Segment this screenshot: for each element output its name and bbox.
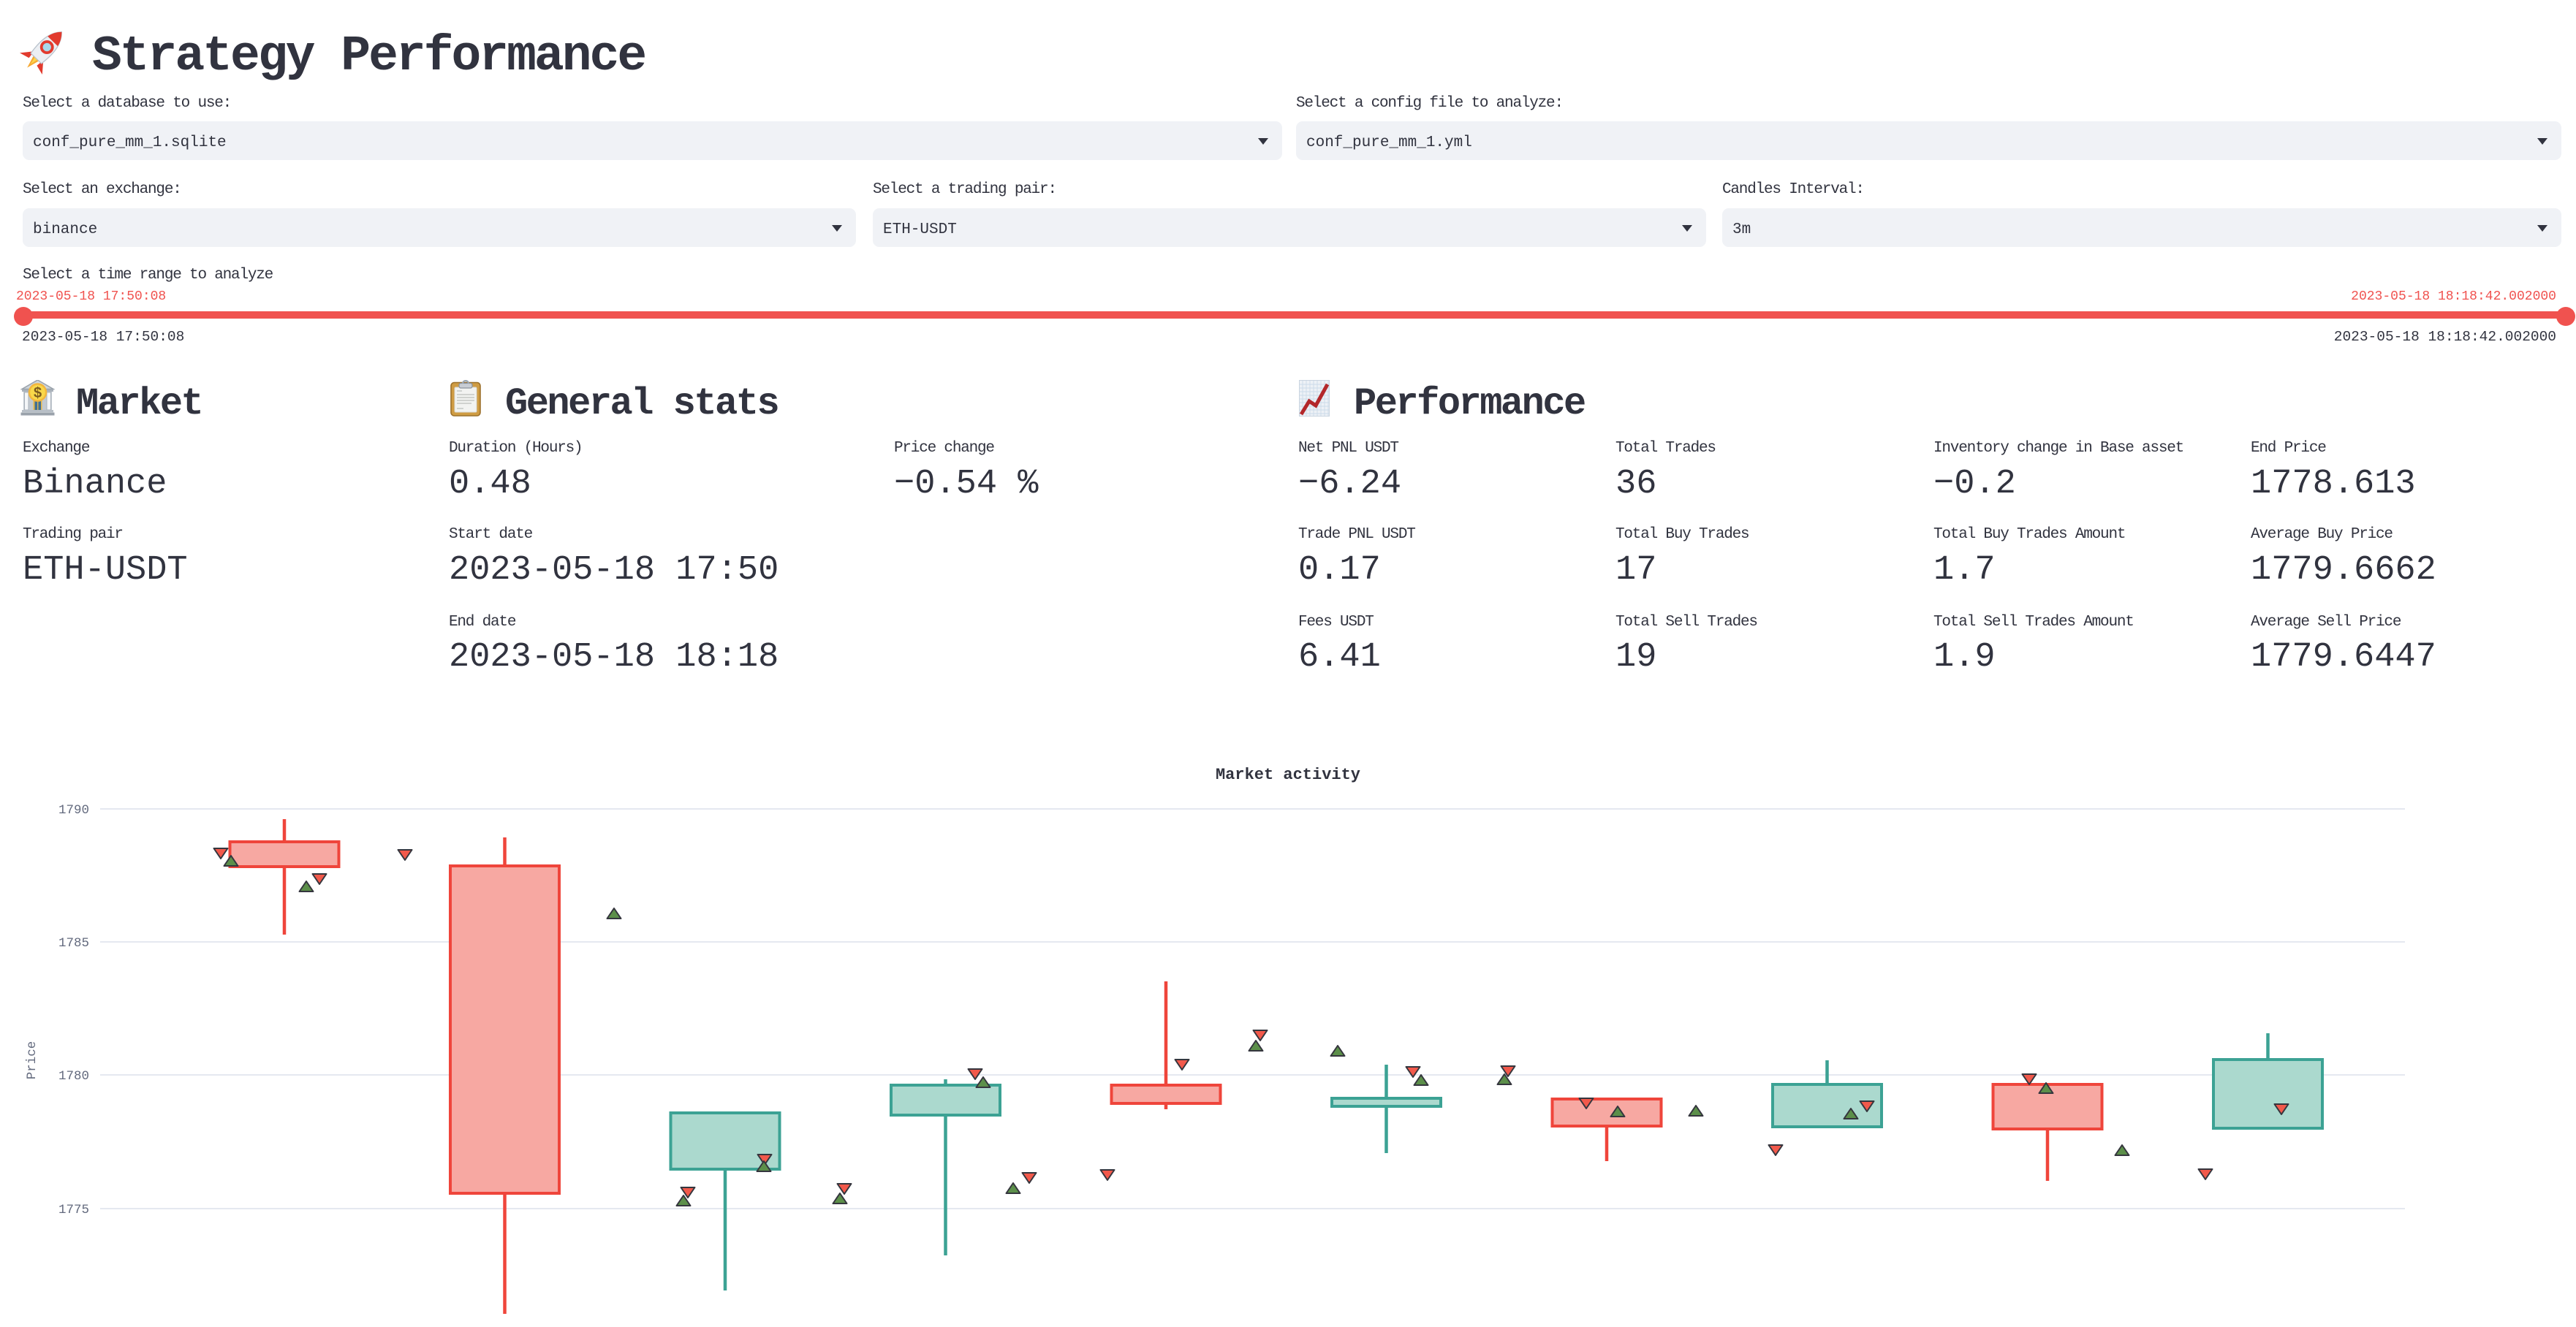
svg-text:Market activity: Market activity	[1216, 766, 1360, 784]
svg-text:$: $	[34, 385, 42, 401]
svg-text:1785: 1785	[58, 936, 89, 951]
svg-text:1775: 1775	[58, 1203, 89, 1217]
svg-text:Price: Price	[25, 1041, 39, 1080]
svg-text:1790: 1790	[58, 803, 89, 818]
svg-text:1780: 1780	[58, 1069, 89, 1084]
